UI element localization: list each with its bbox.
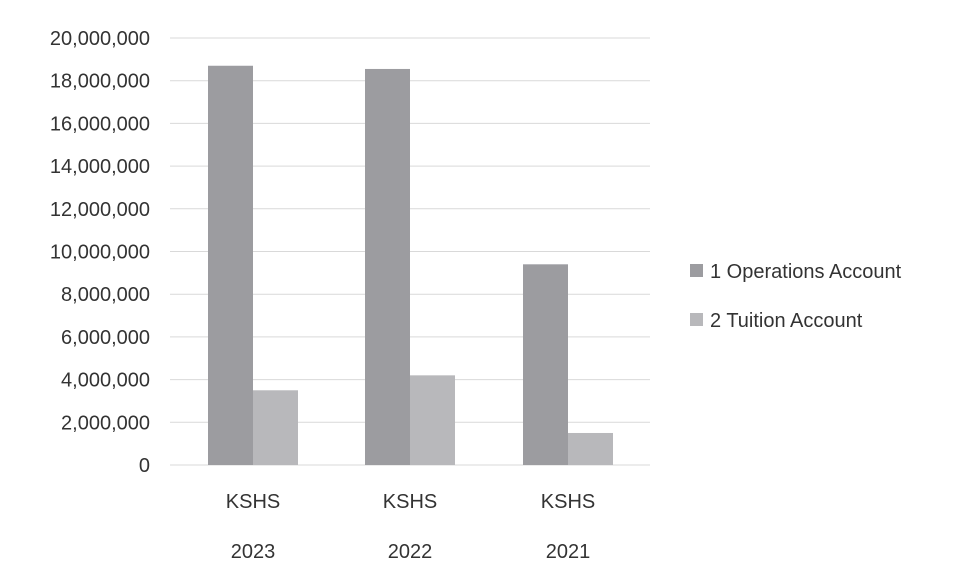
legend-label: 2 Tuition Account — [710, 310, 863, 332]
y-tick-label: 0 — [139, 455, 150, 477]
bar-operations — [365, 68, 410, 466]
x-axis-tick-labels: KSHS 2023 KSHS 2022 KSHS 2021 — [226, 491, 595, 563]
bar-operations — [523, 264, 568, 465]
x-tick-label-year: 2022 — [388, 541, 433, 563]
legend-swatch — [690, 264, 703, 277]
y-tick-label: 18,000,000 — [50, 71, 150, 93]
x-tick-label-currency: KSHS — [541, 491, 595, 513]
y-tick-label: 6,000,000 — [61, 327, 150, 349]
x-tick-label-year: 2021 — [546, 541, 591, 563]
y-tick-label: 14,000,000 — [50, 156, 150, 178]
bar-tuition — [410, 375, 455, 465]
y-tick-label: 4,000,000 — [61, 370, 150, 392]
legend-swatch — [690, 313, 703, 326]
bar-tuition — [253, 390, 298, 465]
x-tick-label-currency: KSHS — [383, 491, 437, 513]
y-tick-label: 8,000,000 — [61, 284, 150, 306]
bar-tuition — [568, 432, 613, 465]
y-tick-label: 12,000,000 — [50, 199, 150, 221]
y-axis-tick-labels: 0 2,000,000 4,000,000 6,000,000 8,000,000 10,… — [50, 28, 150, 477]
y-tick-label: 20,000,000 — [50, 28, 150, 50]
bar-operations — [208, 65, 253, 465]
y-tick-label: 2,000,000 — [61, 412, 150, 434]
y-tick-label: 16,000,000 — [50, 113, 150, 135]
legend-label: 1 Operations Account — [710, 261, 902, 283]
x-tick-label-year: 2023 — [231, 541, 276, 563]
y-tick-label: 10,000,000 — [50, 242, 150, 264]
bars — [208, 65, 613, 466]
legend: 1 Operations Account 2 Tuition Account — [690, 261, 902, 332]
x-tick-label-currency: KSHS — [226, 491, 280, 513]
